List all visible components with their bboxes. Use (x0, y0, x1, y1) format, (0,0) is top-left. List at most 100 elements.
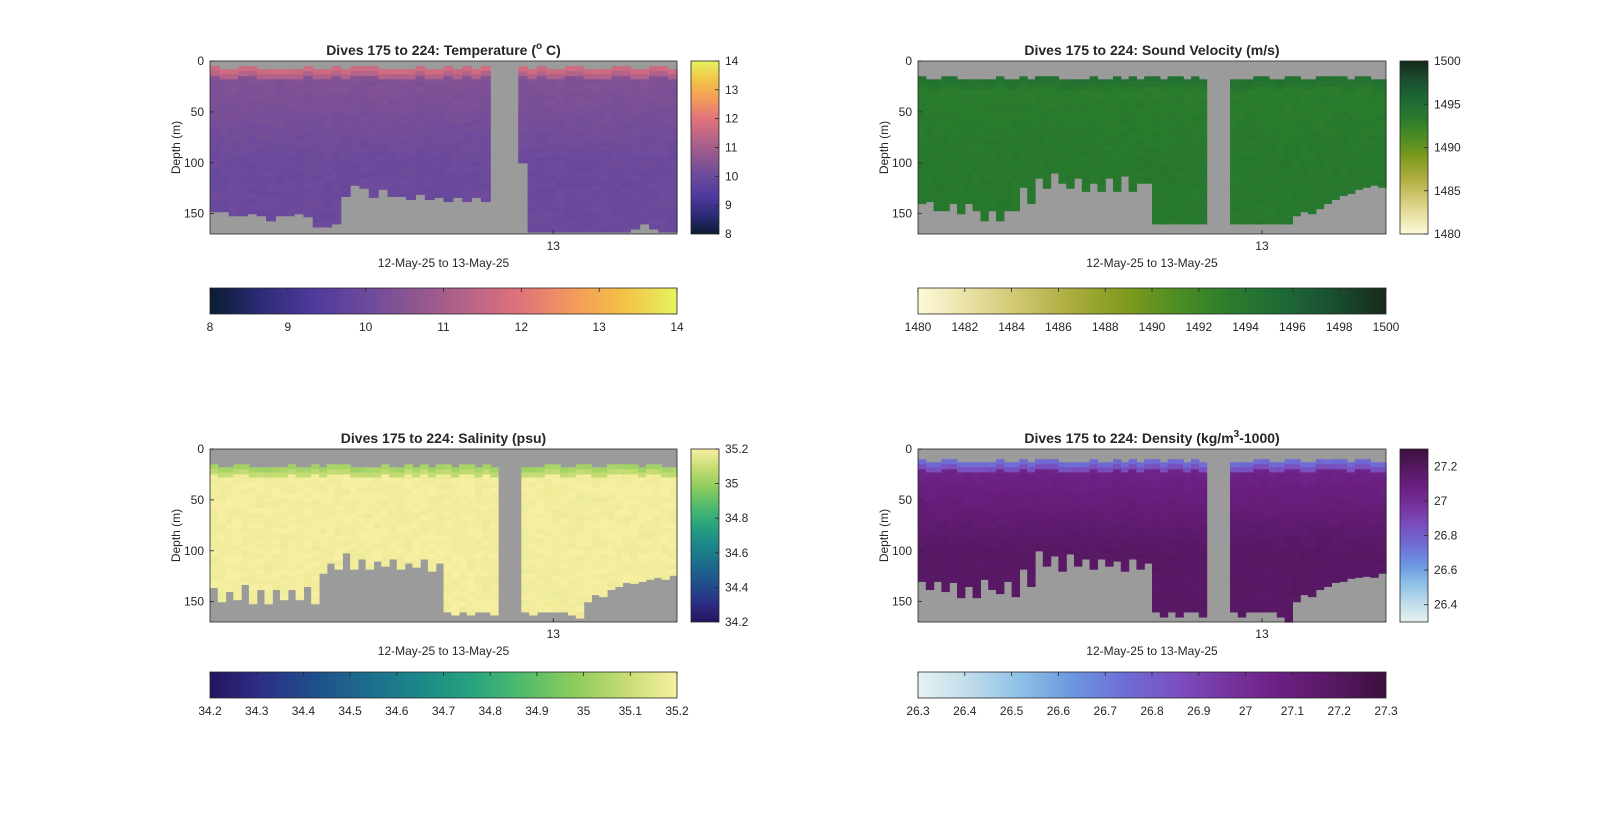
profile-cell (1089, 520, 1098, 526)
profile-cell (1237, 201, 1247, 208)
profile-cell (620, 172, 631, 179)
profile-cell (266, 150, 276, 157)
profile-cell (248, 533, 258, 540)
profile-cell (284, 155, 295, 162)
profile-cell (949, 520, 958, 526)
profile-cell (1159, 186, 1169, 192)
profile-cell (1292, 203, 1301, 210)
profile-cell (1050, 127, 1059, 133)
profile-cell (564, 86, 575, 93)
profile-cell (592, 135, 603, 141)
profile-cell (555, 140, 566, 147)
profile-cell (638, 482, 647, 489)
profile-cell (980, 477, 989, 484)
profile-cell (490, 492, 499, 499)
profile-cell (490, 497, 499, 504)
profile-cell (630, 94, 641, 101)
profile-cell (527, 94, 538, 101)
profile-cell (248, 563, 258, 570)
profile-cell (1058, 543, 1067, 550)
profile-cell (1339, 142, 1348, 149)
profile-cell (630, 499, 639, 506)
profile-cell (1237, 150, 1247, 157)
profile-cell (264, 472, 273, 479)
profile-cell (381, 464, 390, 470)
profile-cell (957, 145, 966, 152)
profile-cell (404, 479, 413, 486)
profile-cell (1276, 120, 1286, 126)
profile-cell (412, 553, 421, 560)
profile-cell (606, 576, 616, 582)
profile-cell (1097, 104, 1106, 111)
profile-cell (1152, 213, 1161, 220)
profile-cell (1042, 152, 1052, 159)
profile-cell (536, 178, 547, 184)
profile-cell (303, 81, 314, 88)
profile-cell (527, 109, 538, 116)
profile-cell (1066, 528, 1075, 535)
profile-cell (350, 76, 361, 82)
profile-cell (434, 191, 445, 197)
profile-cell (575, 591, 585, 598)
profile-cell (1035, 111, 1044, 118)
profile-cell (1081, 165, 1091, 172)
profile-cell (972, 467, 981, 474)
profile-cell (1019, 183, 1028, 188)
profile-cell (217, 523, 227, 529)
profile-cell (1261, 218, 1270, 225)
profile-cell (482, 535, 491, 542)
profile-cell (1081, 482, 1091, 489)
profile-cell (368, 101, 379, 108)
profile-cell (1113, 510, 1122, 516)
profile-cell (480, 172, 491, 179)
profile-cell (1097, 114, 1106, 121)
profile-cell (949, 484, 958, 491)
profile-cell (280, 584, 289, 591)
profile-cell (295, 528, 304, 535)
profile-cell (1066, 533, 1075, 540)
profile-cell (424, 94, 435, 101)
profile-cell (1011, 140, 1020, 147)
side-colorbar-tick-label: 14 (725, 54, 739, 68)
profile-cell (564, 183, 575, 189)
profile-cell (219, 109, 230, 116)
profile-cell (303, 528, 312, 535)
profile-cell (415, 106, 426, 113)
profile-cell (404, 525, 413, 532)
profile-cell (1261, 193, 1270, 199)
profile-cell (238, 208, 248, 215)
plot-frame (209, 60, 678, 235)
profile-cell (210, 550, 219, 557)
profile-cell (272, 523, 281, 529)
profile-cell (340, 89, 351, 96)
profile-cell (1058, 508, 1067, 514)
profile-cell (1120, 482, 1130, 489)
profile-cell (925, 186, 935, 192)
profile-cell (1269, 211, 1278, 218)
profile-cell (964, 467, 974, 474)
profile-cell (996, 504, 1005, 511)
profile-cell (378, 160, 389, 167)
profile-cell (322, 175, 333, 182)
profile-cell (1089, 545, 1098, 552)
profile-cell (1292, 172, 1301, 179)
profile-cell (1362, 81, 1371, 88)
profile-cell (459, 469, 468, 476)
profile-cell (669, 497, 678, 504)
profile-cell (490, 558, 499, 565)
profile-cell (645, 474, 655, 481)
profile-cell (1003, 563, 1013, 570)
profile-cell (1261, 188, 1270, 194)
profile-cell (210, 525, 219, 532)
profile-cell (219, 69, 230, 75)
profile-cell (350, 558, 359, 565)
profile-cell (1105, 543, 1114, 550)
profile-cell (1027, 84, 1036, 91)
profile-cell (606, 530, 616, 537)
profile-cell (1370, 145, 1379, 152)
profile-cell (957, 170, 966, 177)
profile-cell (1323, 137, 1332, 144)
profile-cell (536, 152, 547, 159)
profile-cell (275, 196, 286, 203)
profile-cell (988, 482, 997, 489)
